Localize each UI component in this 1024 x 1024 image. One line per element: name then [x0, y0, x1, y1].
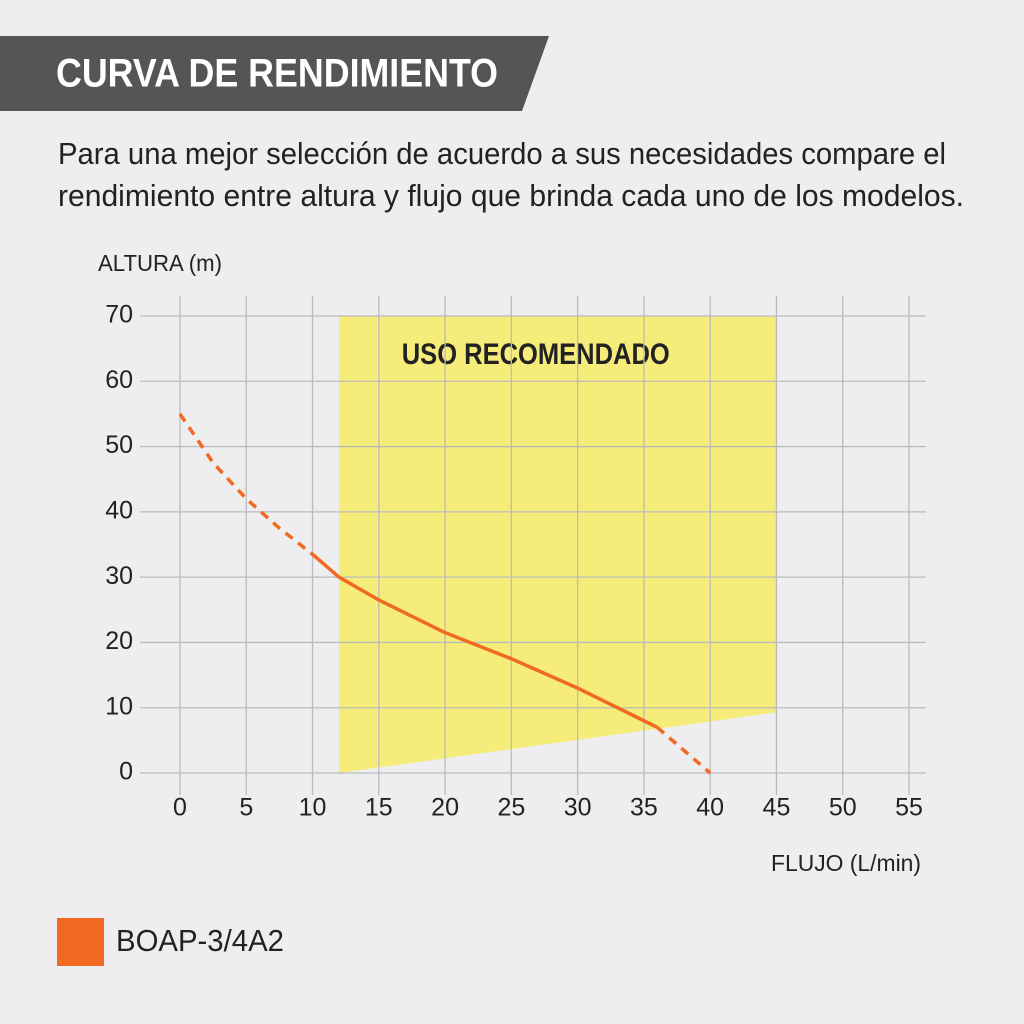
y-tick-label: 50: [105, 431, 133, 459]
y-tick-label: 60: [105, 366, 133, 394]
legend-label: BOAP-3/4A2: [116, 923, 284, 958]
title-banner: [0, 36, 549, 111]
x-tick-label: 25: [497, 794, 525, 822]
x-tick-label: 40: [696, 794, 724, 822]
y-axis-label: ALTURA (m): [98, 250, 222, 276]
x-tick-label: 0: [173, 794, 187, 822]
recommended-zone: [339, 316, 777, 773]
zone-label: USO RECOMENDADO: [402, 338, 670, 371]
series-line: [656, 725, 712, 775]
x-tick-label: 45: [763, 794, 791, 822]
x-tick-label: 20: [431, 794, 459, 822]
grid: USO RECOMENDADO 0 5 10 15 20 25 30 35 40 45 50 55 0 10…: [105, 296, 926, 822]
y-tick-label: 70: [105, 301, 133, 329]
x-tick-label: 15: [365, 794, 393, 822]
y-tick-label: 0: [119, 758, 133, 786]
y-tick-label: 30: [105, 562, 133, 590]
x-tick-label: 10: [299, 794, 327, 822]
subtitle: Para una mejor selección de acuerdo a su…: [58, 136, 946, 171]
subtitle: rendimiento entre altura y flujo que bri…: [58, 178, 964, 213]
x-tick-label: 35: [630, 794, 658, 822]
x-tick-label: 30: [564, 794, 592, 822]
x-tick-label: 50: [829, 794, 857, 822]
x-axis-label: FLUJO (L/min): [771, 850, 921, 876]
y-tick-label: 40: [105, 496, 133, 524]
y-tick-label: 10: [105, 692, 133, 720]
title: CURVA DE RENDIMIENTO: [56, 52, 498, 96]
plot: [178, 412, 712, 775]
x-tick-label: 55: [895, 794, 923, 822]
y-tick-label: 20: [105, 627, 133, 655]
series-line: [178, 412, 314, 556]
x-tick-label: 5: [239, 794, 253, 822]
legend-swatch: [57, 918, 104, 966]
series-line: [311, 552, 658, 729]
